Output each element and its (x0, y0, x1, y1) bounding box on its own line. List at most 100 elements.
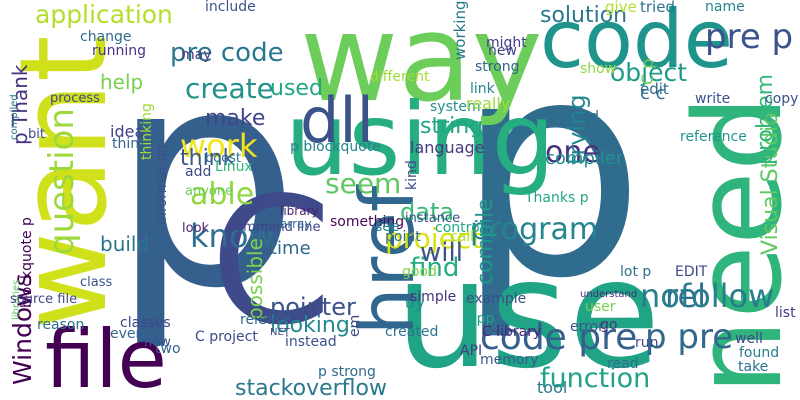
word-api: API (460, 343, 483, 359)
word-look: look (182, 221, 210, 236)
word-now: now (144, 335, 171, 350)
word-source-file: source file (10, 292, 78, 307)
word-release: release (240, 312, 292, 328)
word-rel: rel (665, 277, 707, 315)
word-link: link (470, 81, 495, 97)
word-function: function (540, 363, 651, 394)
word-dll: dll (300, 84, 374, 157)
word-string: string (420, 114, 484, 139)
word-create: create (185, 72, 274, 105)
word-use: use (395, 228, 661, 400)
word-thinking: thinking (139, 103, 155, 160)
word-strong: strong (475, 59, 520, 75)
word-linux: Linux (215, 159, 253, 175)
word-data: data (400, 198, 455, 226)
word-running: running (92, 43, 147, 59)
word-seem: seem (325, 167, 402, 200)
word-thing: thing (112, 136, 149, 152)
word-class: class (80, 275, 113, 290)
word-compiler: compiler (545, 148, 624, 169)
word-working: working (451, 0, 469, 60)
word-tool: tool (537, 378, 568, 397)
word-system: system (430, 99, 481, 115)
word-example: example (466, 291, 527, 307)
word-go: go (600, 317, 618, 333)
word-idea: idea (110, 122, 145, 141)
word-c-p: C p (638, 58, 657, 85)
word-code-pre: code pre (480, 317, 638, 358)
word-simple: simple (410, 289, 457, 305)
word-thanks-p: Thanks p (525, 190, 589, 206)
word-p-blockquote: p blockquote (290, 139, 381, 155)
word-one: one (545, 135, 601, 170)
word-add: add (185, 164, 212, 180)
word-different: different (370, 69, 430, 85)
word-p: p (110, 5, 301, 354)
word-information: information (154, 144, 170, 225)
word-change: change (80, 29, 132, 45)
word-process: process (50, 91, 100, 106)
word-reference: reference (680, 129, 747, 145)
word-even: even (110, 326, 145, 342)
word-read: read (607, 356, 639, 372)
word-write: write (695, 91, 731, 107)
word-see: see (375, 219, 400, 235)
word-think: think (180, 146, 236, 171)
word-edit: EDIT (675, 264, 708, 280)
word-c-project: C project (195, 329, 258, 345)
word-take: take (738, 359, 769, 375)
word-list: list (775, 305, 796, 321)
word-project: project (385, 222, 483, 255)
word-may: may (181, 47, 212, 63)
word-pre-code: pre code (170, 38, 284, 68)
word-program: program (470, 212, 599, 247)
word-possible: possible (243, 238, 267, 320)
word-new: new (488, 43, 517, 59)
word-find: find (410, 253, 460, 283)
word-show: show (580, 61, 617, 77)
word-c: C (210, 161, 333, 364)
word-language: language (410, 138, 485, 157)
word-make: make (205, 106, 266, 131)
word-used: used (270, 76, 323, 101)
word-might: might (486, 35, 527, 51)
word-library: library (280, 204, 319, 218)
word-build: build (100, 232, 150, 256)
word-using: using (285, 81, 556, 198)
word-really: really (466, 94, 511, 113)
word-help: help (100, 70, 144, 94)
word-copy: copy (765, 91, 799, 107)
word-application: application (35, 0, 173, 29)
word-instead: instead (285, 334, 337, 350)
word-well: well (735, 331, 763, 347)
word-instance: instance (405, 211, 461, 226)
word-point: point (385, 229, 421, 245)
word-give: give (605, 0, 637, 16)
word-command-line: command line (228, 220, 321, 235)
word-c-c: c c (640, 83, 666, 104)
word-two: two (155, 341, 181, 357)
word-file: file (45, 313, 167, 400)
word-run: run (635, 335, 659, 351)
word-p-pre: p pre (645, 317, 734, 357)
word-work: work (180, 127, 258, 165)
word-method: method (545, 109, 600, 125)
word-try: try (405, 296, 425, 312)
word-memory: memory (480, 352, 539, 368)
word-reason: reason (37, 317, 85, 333)
word-c-library: C library (482, 324, 542, 340)
word-able: able (190, 177, 255, 212)
word-net: NET (270, 327, 290, 338)
word-error: error (570, 319, 604, 335)
word-understand: understand (580, 289, 638, 300)
word-include: include (205, 0, 256, 15)
word-edit: edit (640, 80, 669, 98)
word-p: p (455, 0, 646, 344)
word-app: app (468, 311, 495, 327)
word-user: user (585, 299, 616, 315)
word-bit: bit (28, 127, 45, 142)
word-problem: problem (753, 73, 778, 165)
word-know: know (190, 217, 275, 255)
word-stackoverflow: stackoverflow (235, 376, 387, 400)
word-tried: tried (640, 0, 675, 16)
